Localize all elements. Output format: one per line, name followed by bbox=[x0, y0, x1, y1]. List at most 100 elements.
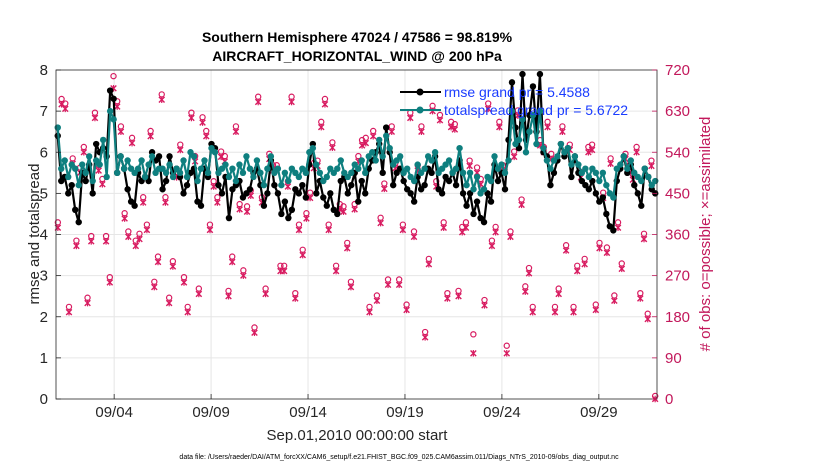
spread-point bbox=[246, 165, 254, 172]
obs-assimilated-marker bbox=[425, 260, 433, 268]
obs-assimilated-marker bbox=[151, 283, 158, 291]
spread-point bbox=[554, 153, 561, 160]
footer-datafile: data file: /Users/raeder/DAI/ATM_forcXX/… bbox=[179, 454, 619, 461]
spread-point bbox=[456, 144, 463, 152]
obs-assimilated-marker bbox=[388, 128, 396, 135]
rmse-point bbox=[480, 218, 488, 226]
rmse-point bbox=[180, 190, 187, 197]
obs-assimilated-marker bbox=[418, 128, 425, 135]
spread-point bbox=[285, 177, 292, 185]
obs-assimilated-marker bbox=[466, 162, 473, 170]
obs-assimilated-marker bbox=[254, 98, 262, 106]
rmse-point bbox=[288, 206, 296, 214]
rmse-point bbox=[547, 181, 554, 189]
spread-point bbox=[498, 161, 505, 168]
obs-assimilated-marker bbox=[551, 308, 559, 316]
rmse-point bbox=[285, 214, 292, 222]
rmse-point bbox=[494, 177, 502, 185]
obs-assimilated-marker bbox=[84, 299, 91, 307]
spread-point bbox=[627, 157, 634, 164]
rmse-point bbox=[264, 190, 271, 197]
spread-point bbox=[533, 140, 540, 148]
left-axis: 0 1 2 3 4 5 6 7 8 bbox=[40, 62, 61, 408]
rmse-point bbox=[246, 186, 254, 193]
spread-point bbox=[211, 149, 219, 156]
rmse-point bbox=[260, 202, 268, 209]
rmse-point bbox=[599, 194, 607, 201]
obs-assimilated-marker bbox=[581, 260, 588, 268]
spread-point bbox=[253, 157, 261, 164]
rmse-point bbox=[410, 198, 418, 205]
spread-point bbox=[162, 169, 170, 177]
obs-assimilated-marker bbox=[510, 153, 518, 161]
rmse-point bbox=[585, 186, 593, 193]
obs-assimilated-marker bbox=[384, 281, 392, 289]
rmse-point bbox=[72, 206, 79, 214]
obs-assimilated-marker bbox=[102, 238, 110, 245]
obs-assimilated-marker bbox=[73, 242, 80, 250]
chart-title-line2: AIRCRAFT_HORIZONTAL_WIND @ 200 hPa bbox=[212, 48, 502, 64]
obs-assimilated-marker bbox=[87, 238, 95, 245]
legend-rmse-marker bbox=[416, 88, 424, 96]
spread-point bbox=[540, 144, 547, 152]
obs-assimilated-marker bbox=[121, 215, 128, 222]
x-tick-label: 09/19 bbox=[386, 404, 424, 421]
obs-assimilated-marker bbox=[180, 279, 188, 286]
obs-assimilated-marker bbox=[436, 116, 444, 124]
rmse-point bbox=[302, 194, 310, 201]
x-axis-label: Sep.01,2010 00:00:00 start bbox=[267, 427, 449, 444]
spread-point bbox=[491, 153, 498, 160]
obs-assimilated-marker bbox=[559, 128, 566, 135]
obs-assimilated-marker bbox=[640, 235, 648, 243]
y-tick-right-label: 0 bbox=[665, 391, 673, 408]
spread-point bbox=[222, 161, 229, 168]
obs-assimilated-marker bbox=[147, 132, 154, 140]
rmse-point bbox=[603, 210, 610, 218]
y-tick-right-label: 270 bbox=[665, 268, 690, 285]
spread-point bbox=[236, 161, 243, 168]
obs-assimilated-marker bbox=[447, 123, 455, 131]
obs-assimilated-marker bbox=[128, 139, 136, 147]
obs-assimilated-marker bbox=[176, 146, 184, 154]
obs-assimilated-marker bbox=[362, 139, 370, 147]
obs-assimilated-marker bbox=[184, 308, 191, 316]
spread-point bbox=[141, 173, 149, 181]
x-tick-label: 09/24 bbox=[483, 404, 521, 421]
spread-point bbox=[79, 161, 86, 168]
spread-point bbox=[355, 165, 362, 172]
rmse-point bbox=[348, 181, 355, 189]
obs-assimilated-marker bbox=[154, 258, 162, 266]
spread-point bbox=[571, 153, 579, 160]
spread-point bbox=[369, 149, 376, 156]
rmse-point bbox=[225, 214, 233, 222]
obs-possible-marker bbox=[503, 342, 510, 349]
obs-assimilated-marker bbox=[61, 105, 69, 113]
x-tick-label: 09/29 bbox=[580, 404, 618, 421]
rmse-point bbox=[501, 186, 509, 193]
obs-assimilated-marker bbox=[395, 281, 403, 289]
rmse-point bbox=[197, 202, 205, 209]
spread-point bbox=[197, 165, 205, 172]
spread-point bbox=[428, 157, 435, 164]
obs-assimilated-marker bbox=[262, 290, 269, 298]
spread-point bbox=[264, 165, 271, 172]
spread-point bbox=[348, 169, 355, 177]
spread-point bbox=[65, 173, 72, 181]
y-tick-left-label: 0 bbox=[40, 391, 48, 408]
spread-point bbox=[110, 116, 117, 123]
spread-point bbox=[386, 144, 393, 152]
spread-point bbox=[526, 128, 533, 135]
obs-assimilated-marker bbox=[592, 306, 600, 314]
obs-assimilated-marker bbox=[188, 114, 195, 122]
spread-point bbox=[145, 161, 152, 168]
spread-point bbox=[480, 186, 488, 193]
obs-assimilated-marker bbox=[158, 96, 166, 104]
spread-point bbox=[505, 157, 512, 164]
rmse-point bbox=[355, 198, 362, 205]
spread-point bbox=[508, 107, 516, 115]
obs-assimilated-marker bbox=[91, 114, 99, 122]
spread-point bbox=[337, 157, 344, 164]
obs-assimilated-marker bbox=[470, 350, 477, 357]
spread-point bbox=[529, 112, 537, 119]
obs-assimilated-marker bbox=[366, 308, 373, 316]
